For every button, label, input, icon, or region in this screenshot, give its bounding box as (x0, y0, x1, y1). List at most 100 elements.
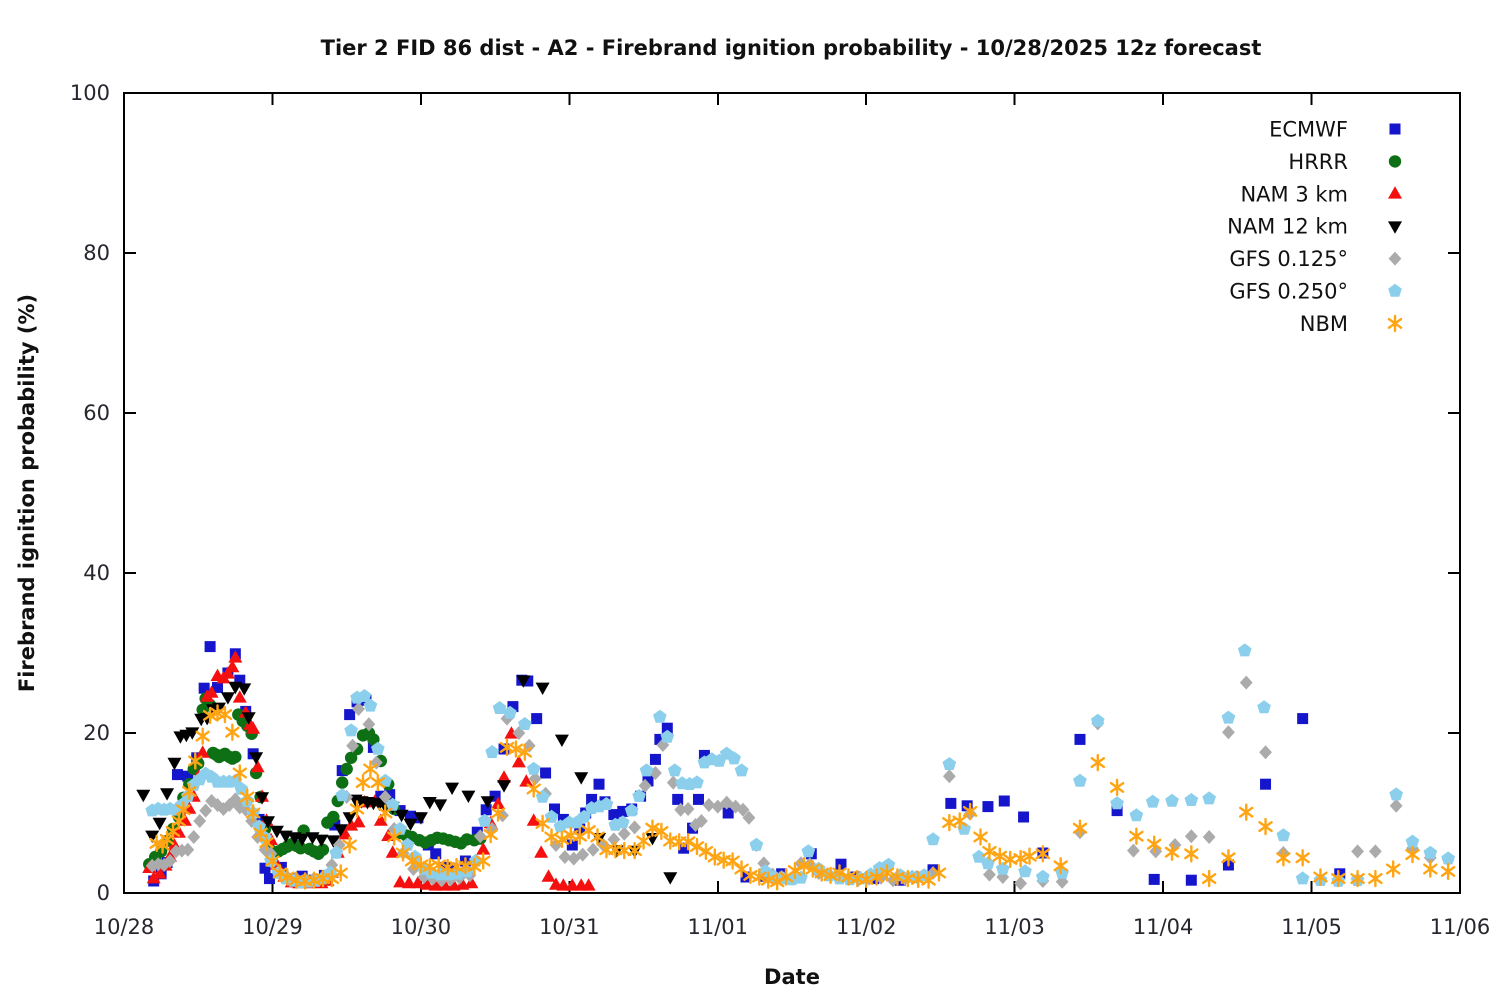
legend-label: NBM (1300, 312, 1348, 336)
data-point (638, 778, 652, 793)
data-point (378, 790, 392, 804)
data-point (169, 844, 183, 859)
x-tick-label: 11/06 (1430, 915, 1491, 939)
data-point (413, 812, 428, 825)
data-point (316, 843, 330, 856)
data-point (528, 771, 542, 786)
data-point (554, 734, 569, 747)
data-point (1073, 773, 1087, 787)
data-point (355, 773, 371, 792)
data-point (491, 796, 506, 809)
data-point (333, 864, 348, 882)
x-tick-label: 11/02 (836, 915, 897, 939)
data-point (535, 682, 550, 695)
data-point (195, 745, 210, 758)
data-point (511, 755, 526, 768)
data-point (1221, 710, 1236, 724)
data-point (517, 743, 533, 761)
data-point (152, 817, 167, 831)
data-point (1090, 713, 1105, 727)
data-point (617, 805, 629, 817)
data-point (1239, 803, 1254, 821)
data-point (193, 814, 207, 828)
data-point (518, 717, 532, 730)
data-point (204, 641, 216, 653)
data-points (136, 641, 1456, 891)
data-point (344, 709, 356, 721)
data-point (263, 873, 275, 885)
data-point (961, 800, 973, 812)
data-point (869, 868, 884, 886)
data-point (225, 659, 240, 673)
x-tick-label: 10/28 (94, 915, 155, 939)
data-point (480, 796, 495, 809)
y-tick-label: 60 (83, 401, 110, 425)
data-point (707, 848, 723, 866)
legend-label: NAM 12 km (1227, 215, 1348, 239)
data-point (642, 775, 654, 787)
data-point (734, 763, 749, 777)
data-point (404, 852, 420, 870)
legend-entry-nam-3-km: NAM 3 km (1240, 182, 1402, 206)
data-point (1259, 745, 1272, 760)
data-point (945, 797, 957, 809)
data-point (1385, 860, 1401, 878)
data-point (998, 795, 1010, 807)
data-point (225, 723, 240, 741)
data-point (160, 788, 175, 801)
legend-marker (1387, 314, 1403, 333)
data-point (241, 712, 256, 725)
data-point (295, 833, 310, 847)
data-point (722, 807, 734, 819)
data-point (973, 828, 988, 846)
data-point (565, 878, 580, 891)
data-point (1276, 849, 1291, 867)
data-point (335, 788, 350, 802)
data-point (607, 832, 621, 847)
data-point (654, 822, 669, 841)
data-point (586, 793, 598, 805)
data-point (649, 753, 661, 765)
data-point (681, 802, 695, 816)
data-point (1014, 876, 1028, 891)
data-point (678, 842, 690, 854)
data-point (557, 813, 569, 825)
data-point (363, 760, 378, 778)
data-point (593, 778, 605, 790)
data-point (1334, 868, 1346, 880)
data-point (1185, 874, 1197, 886)
data-point (522, 738, 536, 753)
data-point (199, 803, 213, 818)
data-point (1148, 873, 1160, 885)
data-point (674, 802, 688, 817)
data-point (344, 818, 359, 831)
legend-entry-nbm: NBM (1300, 312, 1403, 336)
data-point (503, 705, 517, 719)
data-point (1222, 725, 1235, 740)
data-point (1149, 844, 1163, 859)
data-point (332, 838, 346, 852)
data-point (680, 833, 696, 851)
data-point (259, 862, 271, 874)
data-point (1423, 860, 1438, 878)
data-point (627, 841, 642, 860)
data-point (663, 872, 678, 885)
x-tick-label: 10/29 (242, 915, 303, 939)
data-point (653, 709, 667, 723)
data-point (338, 827, 353, 840)
data-point (393, 875, 408, 888)
data-point (395, 844, 411, 862)
data-point (1351, 844, 1364, 859)
data-point (702, 798, 716, 812)
data-point (535, 814, 550, 833)
data-point (344, 723, 358, 737)
data-point (394, 809, 409, 823)
data-point (690, 775, 704, 789)
series-nbm (149, 704, 1456, 891)
data-point (232, 690, 247, 703)
y-axis-label: Firebrand ignition probability (%) (15, 294, 39, 692)
x-tick-label: 11/03 (984, 915, 1045, 939)
x-axis-label: Date (764, 965, 820, 989)
data-point (220, 692, 235, 705)
data-point (1184, 793, 1199, 806)
